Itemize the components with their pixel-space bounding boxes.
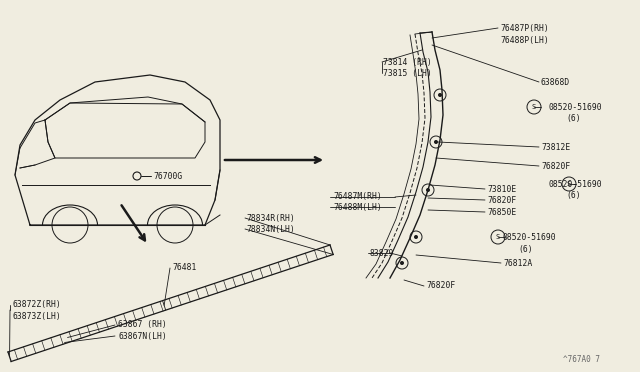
Text: 73810E: 73810E [487,185,516,193]
Text: 76820F: 76820F [487,196,516,205]
Circle shape [438,93,442,97]
Text: 63867 (RH): 63867 (RH) [118,321,167,330]
Text: 76481: 76481 [172,263,196,273]
Text: ^767A0 7: ^767A0 7 [563,356,600,365]
Circle shape [426,188,430,192]
Text: S: S [496,234,500,240]
Text: 76820F: 76820F [426,282,455,291]
Text: 73812E: 73812E [541,142,570,151]
Text: 08520-51690: 08520-51690 [503,232,557,241]
Text: (6): (6) [518,244,532,253]
Text: S: S [567,181,571,187]
Text: 76812A: 76812A [503,259,532,267]
Text: 76487M(RH): 76487M(RH) [333,192,381,201]
Text: 63873Z(LH): 63873Z(LH) [12,311,61,321]
Text: 76488P(LH): 76488P(LH) [500,35,548,45]
Text: 76700G: 76700G [153,171,182,180]
Text: 76488M(LH): 76488M(LH) [333,202,381,212]
Text: 76487P(RH): 76487P(RH) [500,23,548,32]
Text: 83829: 83829 [370,248,394,257]
Text: 73815 (LH): 73815 (LH) [383,68,432,77]
Text: 78834N(LH): 78834N(LH) [246,224,295,234]
Text: 73814 (RH): 73814 (RH) [383,58,432,67]
Text: (6): (6) [566,190,580,199]
Text: S: S [532,104,536,110]
Text: 63867N(LH): 63867N(LH) [118,331,167,340]
Circle shape [414,235,418,239]
Text: 76820F: 76820F [541,161,570,170]
Text: 78834R(RH): 78834R(RH) [246,214,295,222]
Text: 63868D: 63868D [541,77,570,87]
Text: (6): (6) [566,113,580,122]
Text: 63872Z(RH): 63872Z(RH) [12,301,61,310]
Text: 76850E: 76850E [487,208,516,217]
Circle shape [400,261,404,265]
Text: 08520-51690: 08520-51690 [549,180,603,189]
Circle shape [434,140,438,144]
Text: 08520-51690: 08520-51690 [549,103,603,112]
